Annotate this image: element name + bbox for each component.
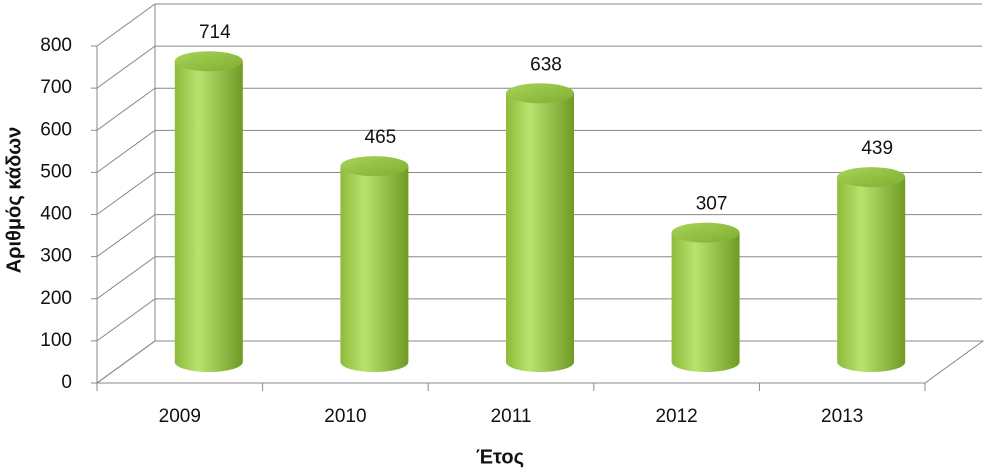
x-tick-label: 2011 bbox=[491, 406, 532, 427]
bar-body bbox=[506, 93, 574, 373]
y-tick-label: 400 bbox=[40, 204, 72, 225]
y-tick-label: 300 bbox=[40, 246, 72, 267]
bar-body bbox=[340, 166, 409, 372]
grid-line bbox=[96, 45, 982, 89]
y-tick-label: 600 bbox=[40, 119, 72, 140]
data-label: 465 bbox=[365, 127, 397, 148]
data-label: 307 bbox=[696, 194, 728, 215]
bar-top bbox=[837, 167, 906, 188]
data-label: 439 bbox=[861, 138, 893, 159]
bar bbox=[506, 83, 574, 373]
bar bbox=[174, 51, 243, 372]
y-tick-label: 800 bbox=[40, 35, 72, 56]
y-tick-label: 100 bbox=[40, 330, 72, 351]
x-axis-title: Έτος bbox=[476, 446, 524, 468]
x-tick-label: 2013 bbox=[821, 406, 863, 427]
y-tick-label: 0 bbox=[61, 372, 72, 393]
bar-top bbox=[340, 156, 409, 177]
bar bbox=[671, 222, 740, 372]
x-tick-label: 2009 bbox=[159, 406, 201, 427]
y-tick-label: 500 bbox=[40, 161, 72, 182]
bar-top bbox=[506, 83, 574, 104]
grid-line bbox=[96, 129, 982, 173]
y-tick-label: 700 bbox=[40, 77, 72, 98]
y-axis-title: Αριθμός κάδων bbox=[3, 127, 25, 274]
grid-line bbox=[96, 214, 982, 258]
y-tick-label: 200 bbox=[40, 288, 72, 309]
bar-body bbox=[174, 61, 243, 372]
grid-line bbox=[96, 3, 982, 47]
x-tick-label: 2012 bbox=[655, 406, 697, 427]
x-tick-label: 2010 bbox=[324, 406, 366, 427]
grid-line bbox=[96, 172, 982, 215]
bar-body bbox=[837, 177, 906, 372]
bar bbox=[340, 156, 409, 372]
bar bbox=[837, 167, 906, 372]
bar-top bbox=[671, 222, 740, 243]
bar-body bbox=[671, 232, 740, 372]
grid-line bbox=[96, 87, 982, 131]
bar-top bbox=[174, 51, 243, 72]
data-label: 714 bbox=[199, 22, 231, 43]
data-label: 638 bbox=[530, 54, 562, 75]
